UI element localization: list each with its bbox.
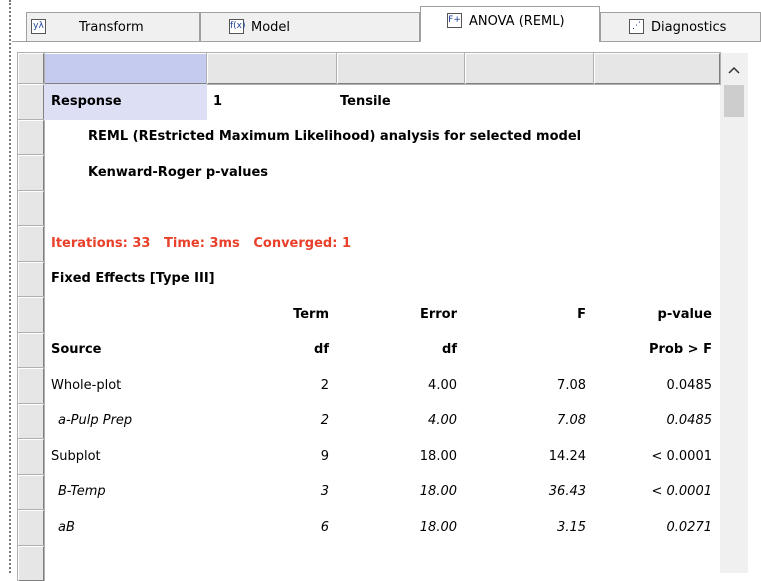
column-title: Prob > F — [512, 341, 712, 359]
column-title: p-value — [512, 306, 712, 324]
tab-icon: yλ — [31, 19, 46, 34]
row-header[interactable] — [18, 510, 44, 546]
column-header[interactable] — [337, 53, 465, 84]
row-header[interactable] — [18, 120, 44, 156]
row-header[interactable] — [18, 155, 44, 191]
column-header[interactable] — [44, 53, 207, 84]
column-header[interactable] — [594, 53, 720, 84]
response-number: 1 — [213, 93, 222, 111]
column-title: Source — [51, 341, 101, 359]
tab-label[interactable]: ANOVA (REML) — [469, 14, 565, 29]
term-name: a-Pulp Prep — [58, 412, 132, 430]
p-value: 0.0485 — [512, 412, 712, 430]
response-label: Response — [51, 93, 122, 111]
note: Kenward-Roger p-values — [88, 164, 268, 182]
tab-strip — [12, 41, 761, 42]
tab-icon: F+ — [447, 13, 462, 28]
column-header[interactable] — [465, 53, 594, 84]
section-title: Fixed Effects [Type III] — [51, 270, 215, 288]
row-header[interactable] — [18, 404, 44, 440]
p-value: 0.0271 — [512, 519, 712, 537]
p-value: < 0.0001 — [512, 483, 712, 501]
column-title: df — [257, 341, 457, 359]
tab[interactable]: f(x) Model — [200, 12, 420, 41]
tab[interactable]: yλ Transform — [26, 12, 200, 41]
term-name: Subplot — [51, 448, 101, 466]
term-name: B-Temp — [58, 483, 106, 501]
note: REML (REstricted Maximum Likelihood) ana… — [88, 128, 581, 146]
scroll-thumb[interactable] — [724, 85, 744, 117]
column-header[interactable] — [207, 53, 337, 84]
row-header[interactable] — [18, 191, 44, 227]
response-name: Tensile — [340, 93, 391, 111]
p-value: 0.0485 — [512, 377, 712, 395]
tab-label[interactable]: Transform — [79, 20, 144, 35]
row-header[interactable] — [18, 546, 44, 581]
status: Iterations: 33 Time: 3ms Converged: 1 — [51, 235, 351, 253]
row-header[interactable] — [18, 262, 44, 298]
row-header[interactable] — [18, 439, 44, 475]
tab-icon: ⋰ — [629, 19, 644, 34]
tab[interactable]: ⋰ Diagnostics — [600, 12, 761, 41]
term-name: Whole-plot — [51, 377, 121, 395]
scroll-up-arrow[interactable] — [720, 55, 748, 85]
row-header[interactable] — [18, 333, 44, 369]
p-value: < 0.0001 — [512, 448, 712, 466]
tab-icon: f(x) — [229, 19, 244, 34]
row-header[interactable] — [18, 368, 44, 404]
tab[interactable]: F+ ANOVA (REML) — [420, 6, 600, 42]
row-header[interactable] — [18, 475, 44, 511]
scrollbar[interactable] — [720, 53, 748, 573]
window-border — [9, 0, 12, 573]
tab-label[interactable]: Model — [251, 20, 290, 35]
row-header[interactable] — [18, 226, 44, 262]
row-header[interactable] — [18, 84, 44, 120]
term-name: aB — [58, 519, 75, 537]
row-header[interactable] — [18, 297, 44, 333]
corner-header — [18, 53, 44, 84]
tab-label[interactable]: Diagnostics — [651, 20, 726, 35]
